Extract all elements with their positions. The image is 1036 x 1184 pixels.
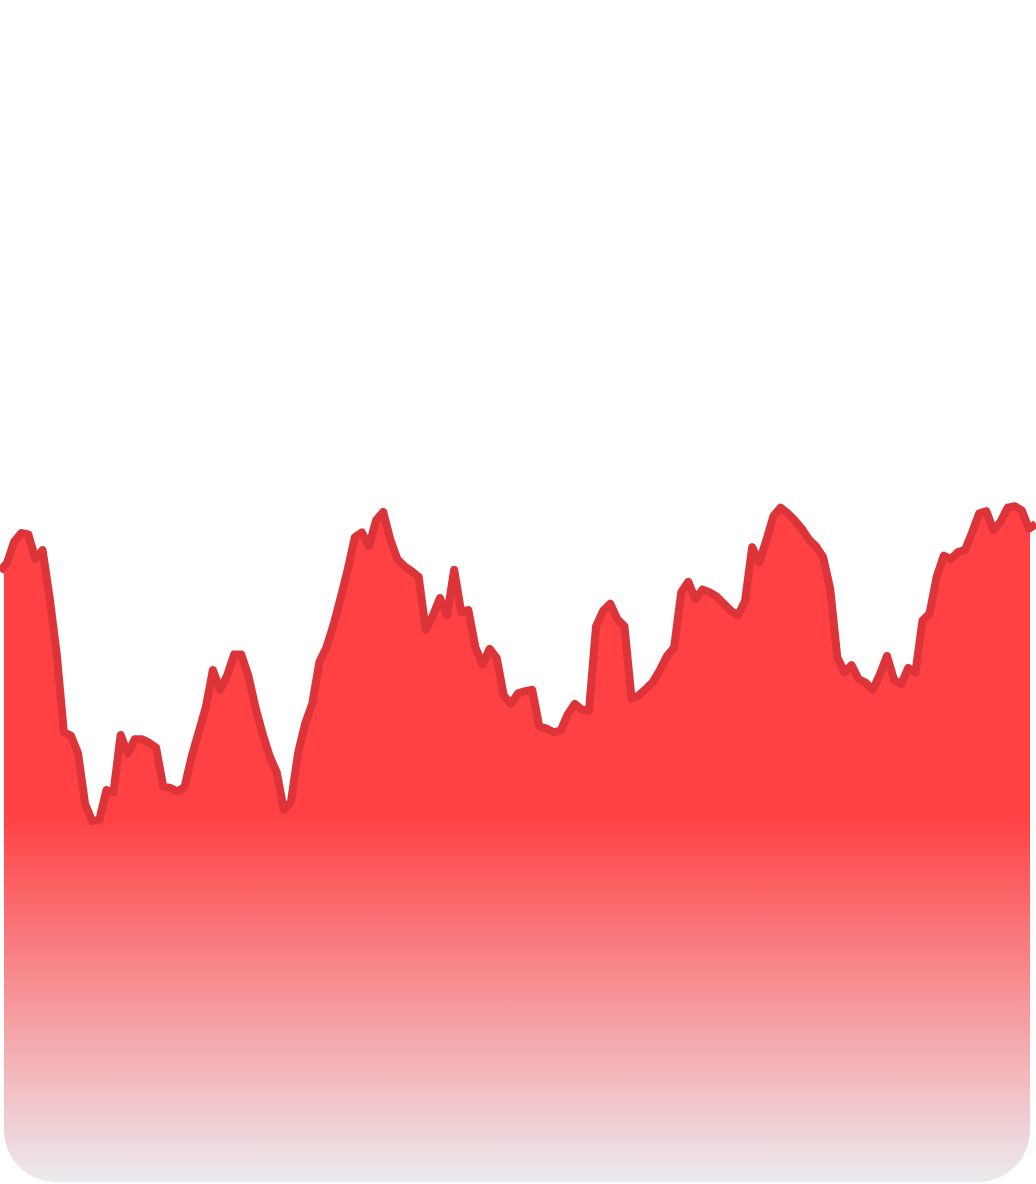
area-fill: [4, 506, 1030, 1182]
series-line: [0, 502, 1036, 826]
